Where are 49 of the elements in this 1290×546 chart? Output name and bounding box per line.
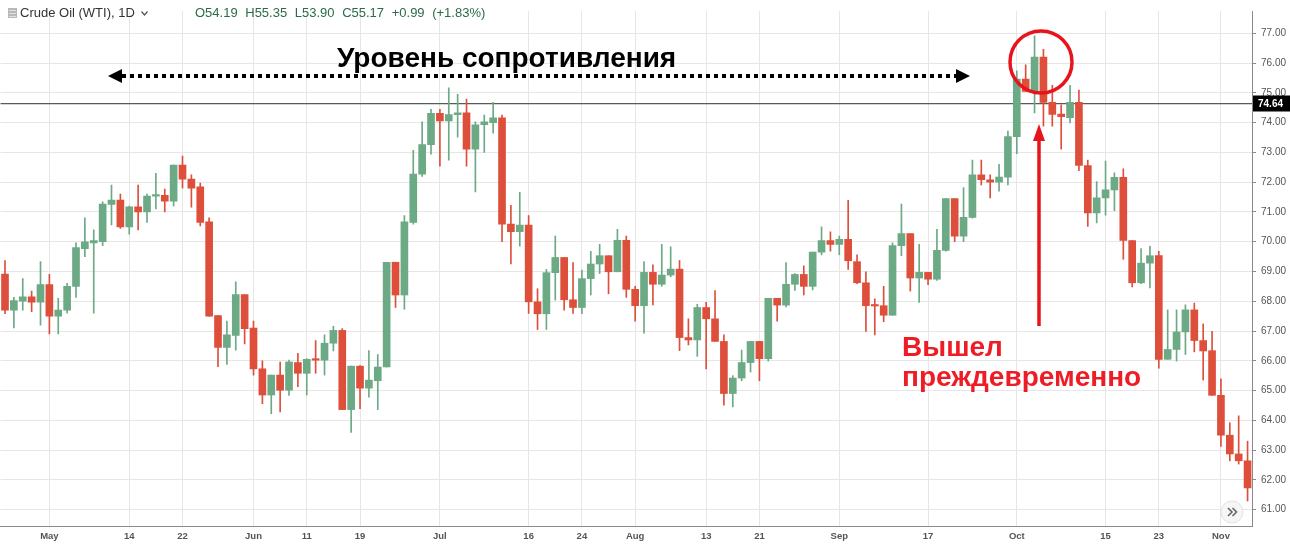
candlestick xyxy=(507,205,515,265)
x-tick-label: 21 xyxy=(754,530,766,542)
x-tick-label: 22 xyxy=(177,530,188,542)
chart-subtitle: O54.19 H55.35 L53.90 C55.17 +0.99 (+1.83%) xyxy=(195,5,486,20)
x-tick-label: 11 xyxy=(301,530,313,542)
x-tick-label: Sep xyxy=(830,530,849,542)
annotation: Уровень сопротивления xyxy=(337,42,677,74)
y-tick-label: 62.00 xyxy=(1261,473,1287,485)
y-tick-label: 61.00 xyxy=(1261,503,1287,515)
candlestick xyxy=(436,108,444,167)
y-tick-label: 76.00 xyxy=(1261,56,1287,68)
y-tick-label: 71.00 xyxy=(1261,205,1287,217)
y-tick-label: 77.00 xyxy=(1261,27,1287,39)
annotation: Вышел преждевременно xyxy=(902,331,1143,392)
candlestick xyxy=(657,244,666,287)
y-tick-label: 69.00 xyxy=(1261,265,1287,277)
candlestick xyxy=(995,163,1003,192)
candlestick xyxy=(1146,245,1154,289)
x-tick-label: Aug xyxy=(625,530,645,542)
x-tick-label: Jul xyxy=(433,530,447,542)
x-tick-label: 14 xyxy=(123,530,136,542)
y-tick-label: 72.00 xyxy=(1261,175,1287,187)
y-tick-label: 63.00 xyxy=(1261,443,1287,455)
candlestick xyxy=(915,244,923,303)
candlestick xyxy=(134,184,142,231)
y-tick-label: 68.00 xyxy=(1261,295,1287,306)
x-tick-label: 16 xyxy=(523,530,534,542)
x-tick-label: Jun xyxy=(245,530,263,542)
x-tick-label: 19 xyxy=(354,530,366,542)
x-tick-label: 17 xyxy=(922,530,934,542)
x-tick-label: Oct xyxy=(1008,530,1026,542)
y-tick-label: 64.00 xyxy=(1261,414,1287,426)
y-tick-label: 70.00 xyxy=(1261,235,1287,247)
ref-line-label: 74.64 xyxy=(1258,97,1284,109)
y-tick-label: 66.00 xyxy=(1261,354,1287,366)
y-tick-label: 73.00 xyxy=(1261,146,1287,158)
y-tick-label: 67.00 xyxy=(1261,324,1287,336)
candlestick xyxy=(152,172,160,210)
x-tick-label: Nov xyxy=(1211,530,1231,542)
x-tick-label: 24 xyxy=(576,530,588,542)
y-tick-label: 65.00 xyxy=(1261,384,1287,396)
x-tick-label: 15 xyxy=(1100,530,1112,542)
candlestick xyxy=(515,191,524,247)
y-tick-label: 74.00 xyxy=(1261,116,1287,128)
x-tick-label: May xyxy=(40,530,60,542)
chart-title: Crude Oil (WTI), 1D xyxy=(20,5,135,20)
x-tick-label: 23 xyxy=(1153,530,1165,542)
x-tick-label: 13 xyxy=(700,530,712,542)
y-tick-label: 75.00 xyxy=(1261,86,1287,98)
